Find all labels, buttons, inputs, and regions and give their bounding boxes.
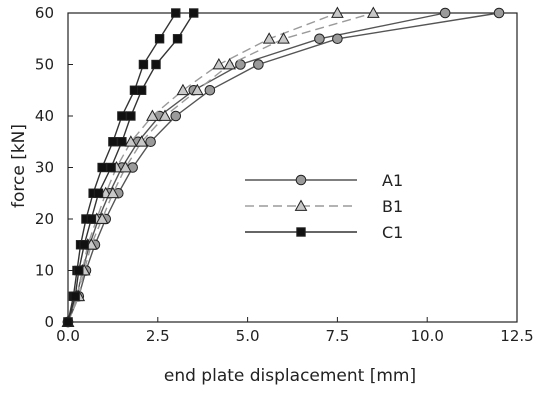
y-tick-label: 60: [35, 4, 54, 22]
y-tick-label: 20: [35, 210, 54, 228]
series-c1-point: [138, 59, 149, 70]
x-tick-label: 7.5: [325, 327, 349, 345]
series-b1-point: [106, 186, 120, 199]
series-a1-point: [170, 110, 182, 122]
series-c1-point: [136, 85, 147, 95]
y-tick-label: 50: [35, 56, 54, 74]
y-tick-label: 0: [44, 313, 54, 331]
x-axis: 0.0 2.5 5.0 7.5 10.0 12.5: [56, 317, 534, 345]
legend-label-c1: C1: [382, 223, 403, 242]
series-b1-point: [262, 32, 276, 44]
series-c1-point: [171, 8, 181, 18]
series-b1-point: [190, 83, 204, 96]
x-tick-label: 0.0: [56, 327, 80, 345]
x-tick-label: 10.0: [410, 327, 443, 345]
series-b1-point: [135, 135, 148, 147]
series-a1-point: [145, 136, 156, 148]
series-c1-point: [70, 291, 80, 301]
series-b1-point: [277, 32, 290, 44]
series-a1-point: [493, 7, 505, 19]
series-a1-point: [204, 84, 216, 96]
series-b1-point: [124, 135, 138, 147]
series-c1-point: [86, 214, 97, 224]
series-a1-point: [314, 33, 325, 45]
legend: A1 B1 C1: [245, 171, 403, 242]
series-b1-point: [146, 109, 159, 121]
series-b1-point: [95, 212, 109, 224]
series-c1-point: [97, 162, 107, 173]
series-c1-point: [79, 240, 89, 250]
series-c1-point: [74, 265, 84, 276]
series-a1-point: [439, 7, 451, 19]
series-c1-point: [106, 162, 116, 173]
series-c1-point: [172, 34, 183, 44]
legend-label-b1: B1: [382, 197, 403, 216]
series-a1: [62, 7, 505, 328]
y-axis: 0 10 20 30 40 50 60: [35, 4, 73, 331]
series-c1-point: [151, 59, 161, 70]
series-b1-point: [331, 6, 344, 18]
x-tick-label: 5.0: [236, 327, 260, 345]
legend-marker-b1: [294, 199, 308, 211]
series-c1-point: [189, 8, 199, 18]
series-c1-point: [108, 137, 118, 147]
series-c1-point: [63, 317, 73, 327]
series-b1-point: [223, 57, 236, 70]
series-b1-point: [366, 6, 380, 18]
series-c1-point: [117, 111, 127, 121]
legend-marker-c1: [296, 227, 306, 237]
series-a1-point: [332, 33, 343, 45]
series-c1-point: [117, 137, 127, 147]
legend-item-c1: C1: [245, 223, 403, 242]
y-tick-label: 30: [35, 159, 54, 177]
y-tick-label: 10: [35, 262, 54, 280]
series-c1-point: [154, 34, 165, 44]
y-tick-label: 40: [35, 107, 54, 125]
series-c1-point: [126, 111, 136, 121]
legend-item-b1: B1: [245, 197, 403, 216]
series-layer: [61, 6, 505, 328]
series-b1-point: [212, 57, 226, 70]
legend-item-a1: A1: [245, 171, 403, 190]
series-b1-point: [119, 160, 132, 173]
y-axis-label: force [kN]: [9, 124, 29, 208]
series-a1-point: [253, 59, 264, 70]
x-tick-label: 2.5: [146, 327, 170, 345]
series-b1-point: [176, 83, 190, 96]
legend-label-a1: A1: [382, 171, 403, 190]
series-c1-point: [93, 188, 104, 198]
series-a1-point: [235, 59, 246, 70]
legend-marker-a1: [295, 174, 307, 186]
series-c1: [63, 8, 199, 327]
x-tick-label: 12.5: [500, 327, 533, 345]
series-b1-point: [158, 109, 172, 121]
x-axis-label: end plate displacement [mm]: [164, 366, 416, 386]
